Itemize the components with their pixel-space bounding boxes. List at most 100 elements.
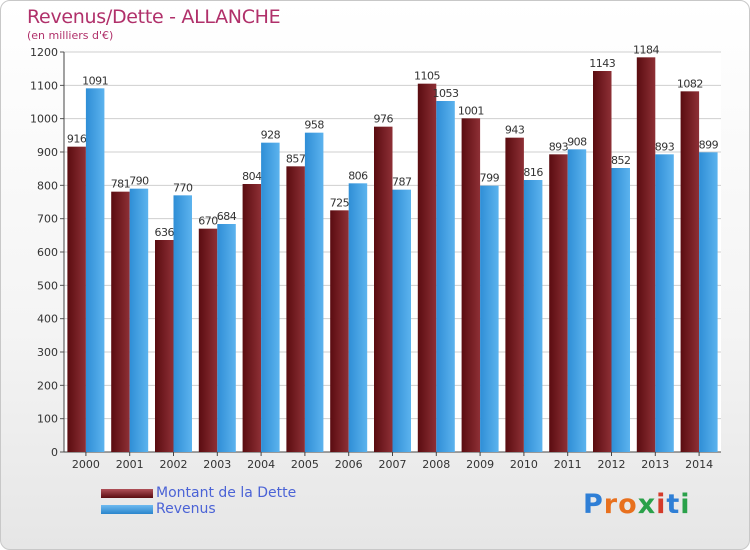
x-tick-label: 2012 — [598, 458, 626, 471]
y-tick-label: 300 — [37, 346, 58, 359]
bar-revenus — [129, 188, 149, 452]
x-tick-label: 2003 — [203, 458, 231, 471]
data-label: 928 — [261, 129, 281, 142]
data-label: 916 — [67, 133, 87, 146]
data-label: 899 — [699, 138, 719, 151]
data-label: 893 — [655, 140, 675, 153]
logo-letter: x — [637, 489, 657, 520]
data-label: 816 — [523, 166, 543, 179]
logo-letter: t — [666, 489, 681, 520]
bar-dette — [67, 146, 86, 452]
data-label: 799 — [480, 172, 500, 185]
y-tick-label: 100 — [37, 413, 58, 426]
data-label: 943 — [505, 124, 525, 137]
data-label: 636 — [155, 226, 175, 239]
bar-dette — [242, 184, 262, 452]
data-label: 976 — [374, 113, 394, 126]
bar-revenus — [85, 88, 105, 452]
x-tick-label: 2005 — [291, 458, 319, 471]
bar-revenus — [261, 142, 280, 452]
bar-dette — [505, 137, 524, 452]
bar-dette — [593, 71, 612, 452]
y-tick-label: 200 — [37, 379, 58, 392]
legend-label-revenus: Revenus — [156, 501, 216, 517]
legend-swatch-revenus — [101, 505, 153, 514]
x-tick-label: 2013 — [641, 458, 669, 471]
y-tick-label: 700 — [37, 213, 58, 226]
bar-revenus — [348, 183, 368, 453]
y-tick-label: 0 — [51, 446, 58, 459]
bar-dette — [680, 91, 700, 452]
bar-revenus — [655, 154, 674, 453]
data-label: 684 — [217, 210, 237, 223]
x-tick-label: 2004 — [247, 458, 275, 471]
proxiti-logo: Proxiti — [583, 489, 691, 520]
data-label: 852 — [611, 154, 631, 167]
data-label: 670 — [198, 215, 218, 228]
data-label: 1001 — [458, 104, 484, 117]
x-tick-label: 2009 — [466, 458, 494, 471]
bar-dette — [330, 210, 349, 452]
x-tick-label: 2010 — [510, 458, 538, 471]
logo-letter: r — [603, 489, 619, 520]
bar-dette — [636, 57, 656, 452]
data-label: 1082 — [677, 77, 703, 90]
bar-revenus — [304, 132, 324, 452]
data-label: 770 — [173, 181, 193, 194]
bar-dette — [286, 166, 305, 453]
y-tick-label: 1000 — [30, 113, 58, 126]
bar-dette — [374, 126, 393, 453]
data-label: 893 — [549, 140, 569, 153]
x-tick-label: 2014 — [685, 458, 713, 471]
data-label: 781 — [111, 178, 131, 191]
bar-dette — [461, 118, 481, 452]
data-label: 806 — [348, 169, 368, 182]
bar-dette — [111, 191, 130, 452]
data-label: 790 — [129, 175, 149, 188]
legend-label-dette: Montant de la Dette — [156, 485, 297, 501]
data-label: 857 — [286, 152, 306, 165]
data-label: 1105 — [414, 70, 440, 83]
bar-revenus — [392, 189, 411, 452]
data-label: 958 — [304, 119, 324, 132]
chart-title: Revenus/Dette - ALLANCHE — [27, 6, 281, 28]
y-tick-label: 1100 — [30, 79, 58, 92]
x-tick-label: 2007 — [379, 458, 407, 471]
logo-letter: i — [680, 489, 691, 520]
bar-revenus — [611, 168, 630, 452]
logo-letter: i — [656, 489, 667, 520]
bar-dette — [155, 240, 174, 452]
x-tick-label: 2002 — [160, 458, 188, 471]
y-tick-label: 1200 — [30, 46, 58, 59]
data-label: 1184 — [633, 43, 659, 56]
bar-dette — [549, 154, 568, 453]
bar-revenus — [567, 149, 587, 453]
data-label: 1053 — [433, 87, 459, 100]
y-tick-label: 400 — [37, 313, 58, 326]
x-tick-label: 2011 — [554, 458, 582, 471]
bar-revenus — [523, 180, 543, 452]
x-tick-label: 2000 — [72, 458, 100, 471]
chart-subtitle: (en milliers d'€) — [27, 29, 114, 42]
y-tick-label: 800 — [37, 179, 58, 192]
data-label: 804 — [242, 170, 262, 183]
data-label: 725 — [330, 196, 350, 209]
bar-revenus — [173, 195, 192, 453]
x-tick-label: 2008 — [422, 458, 450, 471]
legend-swatch-dette — [101, 489, 153, 498]
x-tick-label: 2006 — [335, 458, 363, 471]
bar-dette — [198, 228, 218, 452]
x-tick-label: 2001 — [116, 458, 144, 471]
bar-revenus — [480, 185, 499, 452]
data-label: 787 — [392, 176, 412, 189]
logo-letter: P — [583, 489, 604, 520]
logo-letter: o — [618, 489, 638, 520]
data-label: 1143 — [589, 57, 615, 70]
y-tick-label: 900 — [37, 146, 58, 159]
bar-revenus — [217, 224, 236, 452]
bar-dette — [417, 83, 437, 453]
y-tick-label: 500 — [37, 279, 58, 292]
bar-revenus — [699, 152, 718, 453]
